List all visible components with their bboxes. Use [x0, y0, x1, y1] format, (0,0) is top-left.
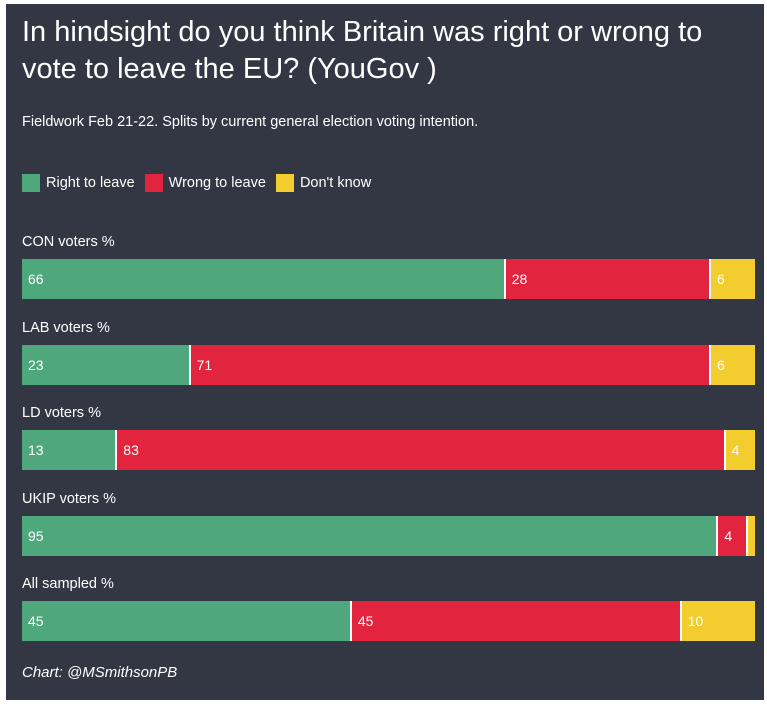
bar-segment-wrong-to-leave: 4 [718, 515, 748, 556]
chart-credit: Chart: @MSmithsonPB [22, 664, 178, 681]
chart-subtitle: Fieldwork Feb 21-22. Splits by current g… [22, 114, 479, 130]
legend-swatch-right-to-leave [22, 174, 40, 192]
bar-segment-right-to-leave: 13 [22, 430, 118, 470]
bar-segment-wrong-to-leave: 45 [351, 601, 682, 641]
bar-segment-wrong-to-leave: 28 [505, 259, 711, 299]
bar-segment-don-t-know [747, 515, 755, 556]
chart-card: In hindsight do you think Britain was ri… [6, 4, 764, 700]
data-label: 13 [28, 442, 44, 458]
legend: Right to leave Wrong to leave Don't know [22, 174, 381, 192]
bar-segment-right-to-leave: 23 [22, 344, 191, 385]
data-label: 4 [731, 442, 740, 458]
bar-segment-don-t-know: 4 [725, 430, 755, 470]
legend-item-dont-know: Don't know [275, 174, 372, 192]
data-label: 66 [28, 271, 44, 287]
stacked-bar: 45 45 10 [22, 601, 755, 641]
data-label: 28 [511, 271, 528, 287]
data-label: 45 [357, 613, 374, 629]
bar-segment-don-t-know: 10 [681, 601, 755, 641]
bar-segment-wrong-to-leave: 71 [190, 344, 711, 385]
data-label: 95 [28, 527, 44, 544]
legend-swatch-dont-know [275, 174, 294, 192]
bar-segment-right-to-leave: 95 [22, 515, 719, 556]
stacked-bar: 66 28 6 [22, 259, 755, 299]
data-label: 6 [717, 356, 725, 373]
legend-item-right-to-leave: Right to leave [22, 174, 135, 192]
bar-group-lab-voters: LAB voters % 23 71 6 [22, 318, 755, 385]
category-label: LD voters % [22, 405, 101, 421]
legend-label-wrong-to-leave: Wrong to leave [168, 175, 266, 191]
bar-group-ld-voters: LD voters % 13 83 4 [22, 403, 755, 470]
bar-segment-wrong-to-leave: 83 [117, 430, 726, 470]
legend-label-dont-know: Don't know [299, 175, 372, 191]
legend-item-wrong-to-leave: Wrong to leave [144, 174, 266, 192]
bar-segment-don-t-know: 6 [711, 259, 755, 299]
bar-segment-right-to-leave: 45 [22, 601, 352, 641]
legend-swatch-wrong-to-leave [144, 174, 163, 192]
data-label: 6 [717, 271, 725, 287]
stacked-bar: 95 4 [22, 515, 755, 556]
data-label: 71 [196, 356, 213, 373]
bar-segment-right-to-leave: 66 [22, 259, 506, 299]
data-label: 4 [724, 527, 733, 544]
chart-title: In hindsight do you think Britain was ri… [22, 16, 703, 85]
stacked-bar: 23 71 6 [22, 344, 755, 385]
category-label: UKIP voters % [22, 490, 117, 507]
data-label: 83 [123, 442, 139, 458]
bar-segment-don-t-know: 6 [711, 344, 755, 385]
bar-group-all-sampled: All sampled % 45 45 10 [22, 574, 755, 641]
category-label: LAB voters % [22, 319, 110, 336]
data-label: 45 [28, 613, 44, 629]
legend-label-right-to-leave: Right to leave [46, 175, 135, 191]
data-label: 10 [687, 613, 704, 629]
bar-group-con-voters: CON voters % 66 28 6 [22, 232, 755, 299]
stacked-bar: 13 83 4 [22, 430, 755, 470]
bar-group-ukip-voters: UKIP voters % 95 4 [22, 489, 755, 556]
category-label: All sampled % [22, 576, 114, 592]
data-label: 23 [28, 356, 44, 373]
category-label: CON voters % [22, 234, 115, 250]
